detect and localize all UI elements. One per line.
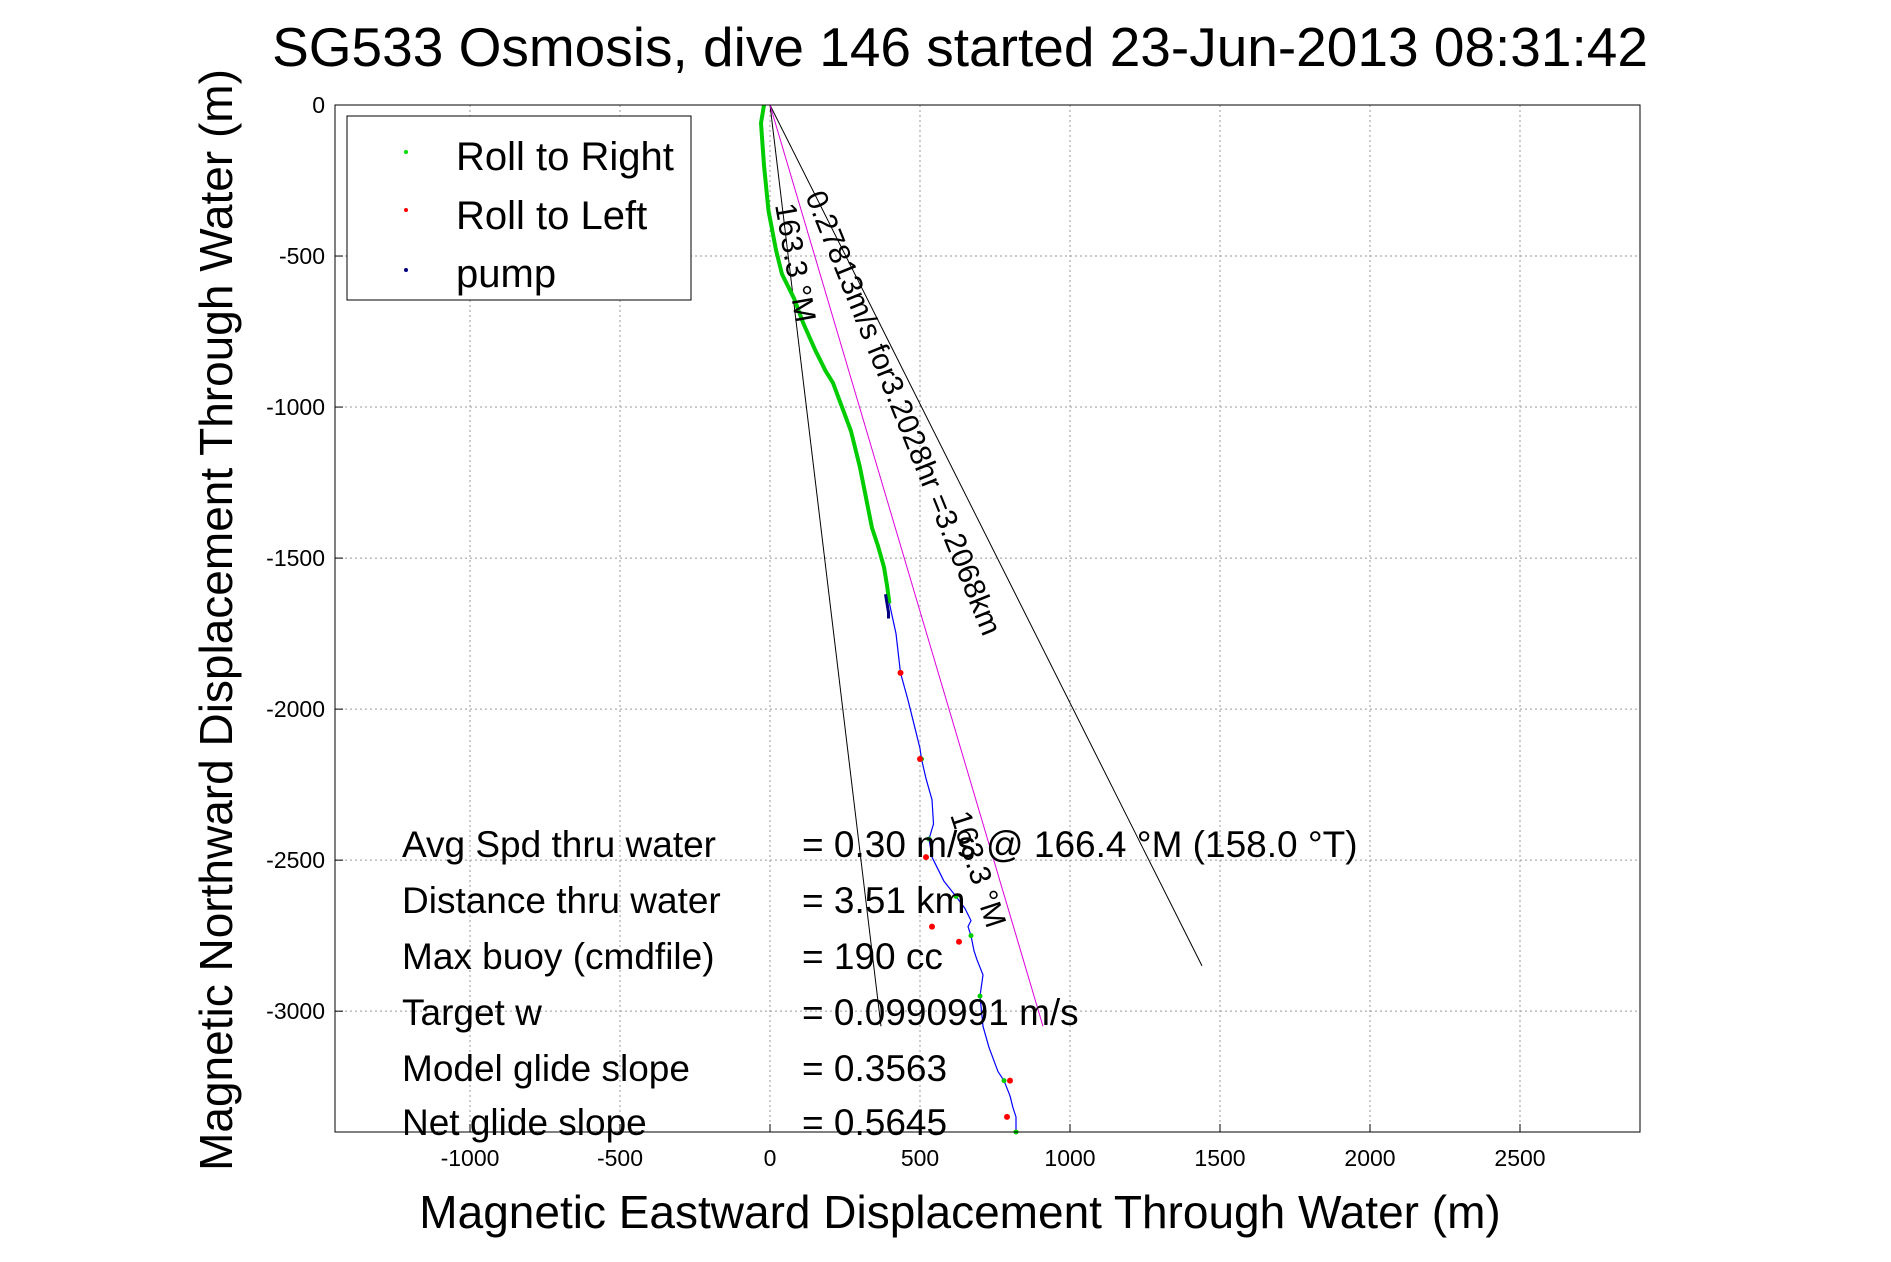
x-tick-label: 2500 [1494, 1145, 1545, 1171]
point-roll-to-left [956, 938, 962, 945]
y-tick-label: -1500 [266, 545, 325, 571]
point-roll-to-left [897, 669, 904, 676]
grid [335, 104, 1640, 1132]
stat-value: = 0.5645 [802, 1102, 947, 1143]
series-track [888, 603, 1017, 1132]
series-layer [759, 104, 1203, 1135]
point-roll-right [968, 933, 974, 939]
x-tick-label: 2000 [1344, 1145, 1395, 1171]
point-roll-right [977, 993, 983, 999]
stat-label: Model glide slope [402, 1048, 690, 1089]
series-roll-to-right [759, 104, 892, 604]
stats-block: Avg Spd thru water = 0.30 m/s @ 166.4 °M… [402, 824, 1358, 1143]
stat-value: = 3.51 km [802, 880, 966, 921]
series-magenta-track [769, 104, 1044, 1027]
legend: Roll to Right Roll to Left pump [346, 115, 692, 301]
point-roll-to-left [1007, 1077, 1013, 1084]
series-cone-right [769, 104, 1203, 967]
legend-label-roll-left: Roll to Left [456, 194, 647, 238]
stat-value: = 190 cc [802, 936, 943, 977]
point-roll-right [953, 893, 959, 899]
chart-title: SG533 Osmosis, dive 146 started 23-Jun-2… [272, 16, 1648, 78]
legend-label-roll-right: Roll to Right [456, 135, 674, 179]
x-tick-labels: -1000 -500 0 500 1000 1500 2000 2500 [441, 1145, 1546, 1171]
x-tick-label: 1000 [1044, 1145, 1095, 1171]
stat-label: Max buoy (cmdfile) [402, 936, 715, 977]
stat-label: Target w [402, 992, 542, 1033]
point-roll-right [926, 836, 932, 842]
plot-frame [334, 104, 1641, 1133]
point-roll-right [1001, 1078, 1007, 1084]
point-roll-to-left [1004, 1113, 1010, 1120]
x-tick-label: -500 [597, 1145, 643, 1171]
y-tick-label: 0 [312, 92, 325, 118]
x-tick-label: -1000 [441, 1145, 500, 1171]
y-tick-label: -1000 [266, 394, 325, 420]
x-axis-label: Magnetic Eastward Displacement Through W… [419, 1186, 1500, 1238]
stat-value: = 0.3563 [802, 1048, 947, 1089]
stat-label: Net glide slope [402, 1102, 647, 1143]
legend-marker-roll-right [404, 150, 408, 154]
point-roll-to-left [923, 854, 929, 861]
stat-value: = 0.0990991 m/s [802, 992, 1079, 1033]
y-tick-label: -2000 [266, 696, 325, 722]
x-tick-label: 1500 [1194, 1145, 1245, 1171]
stat-label: Distance thru water [402, 880, 721, 921]
stat-label: Avg Spd thru water [402, 824, 716, 865]
y-tick-label: -500 [279, 243, 325, 269]
series-pump [884, 594, 890, 619]
x-tick-label: 0 [764, 1145, 777, 1171]
y-tick-label: -2500 [266, 847, 325, 873]
point-roll-to-left [917, 755, 923, 762]
y-axis-label: Magnetic Northward Displacement Through … [190, 69, 242, 1171]
annotation-diag-speed: 0.27813m/s for3.2028hr =3.2068km [799, 186, 1008, 640]
x-tick-label: 500 [901, 1145, 939, 1171]
point-roll-to-left [929, 923, 935, 930]
y-tick-labels: 0 -500 -1000 -1500 -2000 -2500 -3000 [266, 92, 325, 1024]
series-cone-left [769, 104, 882, 1027]
legend-marker-roll-left [404, 208, 408, 212]
stat-value: = 0.30 m/s @ 166.4 °M (158.0 °T) [802, 824, 1358, 865]
legend-label-pump: pump [456, 252, 556, 296]
y-tick-label: -3000 [266, 998, 325, 1024]
legend-marker-pump [404, 268, 408, 272]
